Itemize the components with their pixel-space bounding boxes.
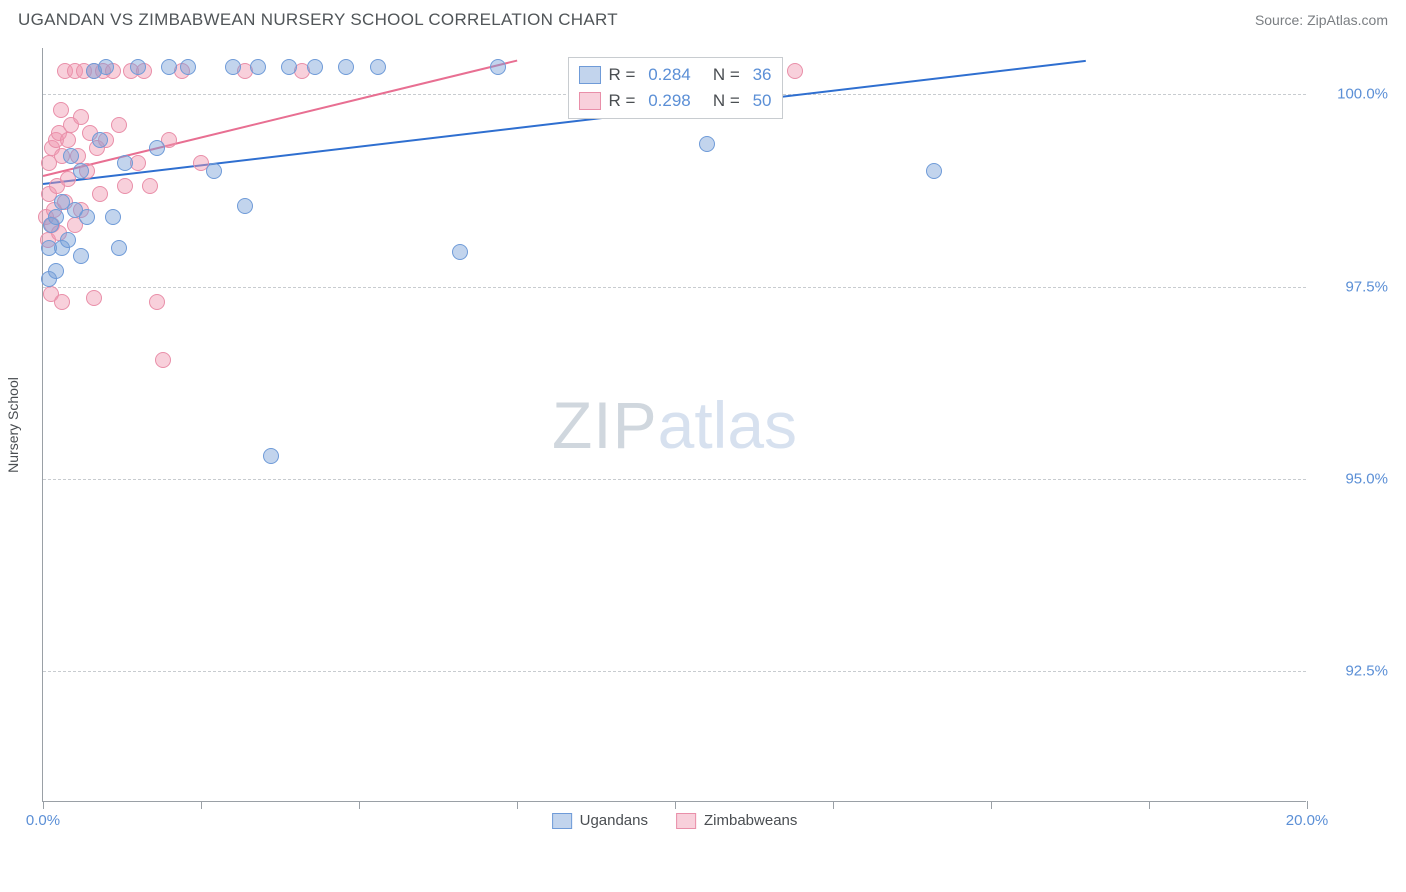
- x-tick: [991, 801, 992, 809]
- data-point: [53, 102, 69, 118]
- data-point: [452, 244, 468, 260]
- legend-swatch-zimbabweans: [676, 813, 696, 829]
- data-point: [111, 240, 127, 256]
- x-tick: [1149, 801, 1150, 809]
- data-point: [86, 290, 102, 306]
- stats-value-r: 0.298: [648, 88, 691, 114]
- x-tick: [201, 801, 202, 809]
- data-point: [926, 163, 942, 179]
- stats-swatch: [579, 92, 601, 110]
- data-point: [490, 59, 506, 75]
- data-point: [307, 59, 323, 75]
- data-point: [161, 59, 177, 75]
- data-point: [60, 132, 76, 148]
- x-tick-label: 0.0%: [26, 812, 60, 829]
- data-point: [105, 209, 121, 225]
- legend-item-zimbabweans: Zimbabweans: [676, 812, 797, 829]
- data-point: [73, 248, 89, 264]
- data-point: [92, 132, 108, 148]
- data-point: [117, 155, 133, 171]
- data-point: [237, 198, 253, 214]
- legend-swatch-ugandans: [552, 813, 572, 829]
- stats-label-r: R =: [609, 62, 641, 88]
- stats-swatch: [579, 66, 601, 84]
- data-point: [73, 163, 89, 179]
- stats-label-n: N =: [699, 88, 745, 114]
- x-tick: [517, 801, 518, 809]
- data-point: [60, 232, 76, 248]
- data-point: [73, 109, 89, 125]
- data-point: [787, 63, 803, 79]
- data-point: [48, 263, 64, 279]
- stats-value-r: 0.284: [648, 62, 691, 88]
- data-point: [130, 59, 146, 75]
- data-point: [63, 148, 79, 164]
- stats-row: R = 0.284 N = 36: [579, 62, 772, 88]
- data-point: [54, 294, 70, 310]
- legend-item-ugandans: Ugandans: [552, 812, 648, 829]
- data-point: [98, 59, 114, 75]
- stats-value-n: 50: [753, 88, 772, 114]
- data-point: [149, 294, 165, 310]
- data-point: [180, 59, 196, 75]
- grid-line: [43, 479, 1306, 480]
- chart-title: UGANDAN VS ZIMBABWEAN NURSERY SCHOOL COR…: [18, 10, 618, 30]
- data-point: [263, 448, 279, 464]
- stats-value-n: 36: [753, 62, 772, 88]
- stats-box: R = 0.284 N = 36R = 0.298 N = 50: [568, 57, 783, 119]
- data-point: [338, 59, 354, 75]
- stats-row: R = 0.298 N = 50: [579, 88, 772, 114]
- data-point: [111, 117, 127, 133]
- data-point: [79, 209, 95, 225]
- data-point: [206, 163, 222, 179]
- y-axis-title: Nursery School: [5, 377, 21, 473]
- y-tick-label: 92.5%: [1318, 663, 1388, 680]
- data-point: [225, 59, 241, 75]
- x-tick: [675, 801, 676, 809]
- data-point: [149, 140, 165, 156]
- stats-label-n: N =: [699, 62, 745, 88]
- data-point: [370, 59, 386, 75]
- data-point: [117, 178, 133, 194]
- x-tick: [43, 801, 44, 809]
- data-point: [48, 209, 64, 225]
- legend: Ugandans Zimbabweans: [552, 812, 798, 829]
- x-tick-label: 20.0%: [1286, 812, 1329, 829]
- plot-area: 92.5%95.0%97.5%100.0%0.0%20.0%: [43, 48, 1306, 801]
- y-tick-label: 97.5%: [1318, 278, 1388, 295]
- data-point: [250, 59, 266, 75]
- stats-label-r: R =: [609, 88, 641, 114]
- y-tick-label: 95.0%: [1318, 470, 1388, 487]
- data-point: [699, 136, 715, 152]
- data-point: [281, 59, 297, 75]
- data-point: [142, 178, 158, 194]
- grid-line: [43, 287, 1306, 288]
- data-point: [155, 352, 171, 368]
- x-tick: [359, 801, 360, 809]
- y-tick-label: 100.0%: [1318, 86, 1388, 103]
- grid-line: [43, 671, 1306, 672]
- legend-label-zimbabweans: Zimbabweans: [704, 812, 797, 829]
- x-tick: [1307, 801, 1308, 809]
- legend-label-ugandans: Ugandans: [580, 812, 648, 829]
- x-tick: [833, 801, 834, 809]
- data-point: [92, 186, 108, 202]
- source-attribution: Source: ZipAtlas.com: [1255, 12, 1388, 28]
- correlation-chart: Nursery School ZIPatlas 92.5%95.0%97.5%1…: [42, 48, 1306, 802]
